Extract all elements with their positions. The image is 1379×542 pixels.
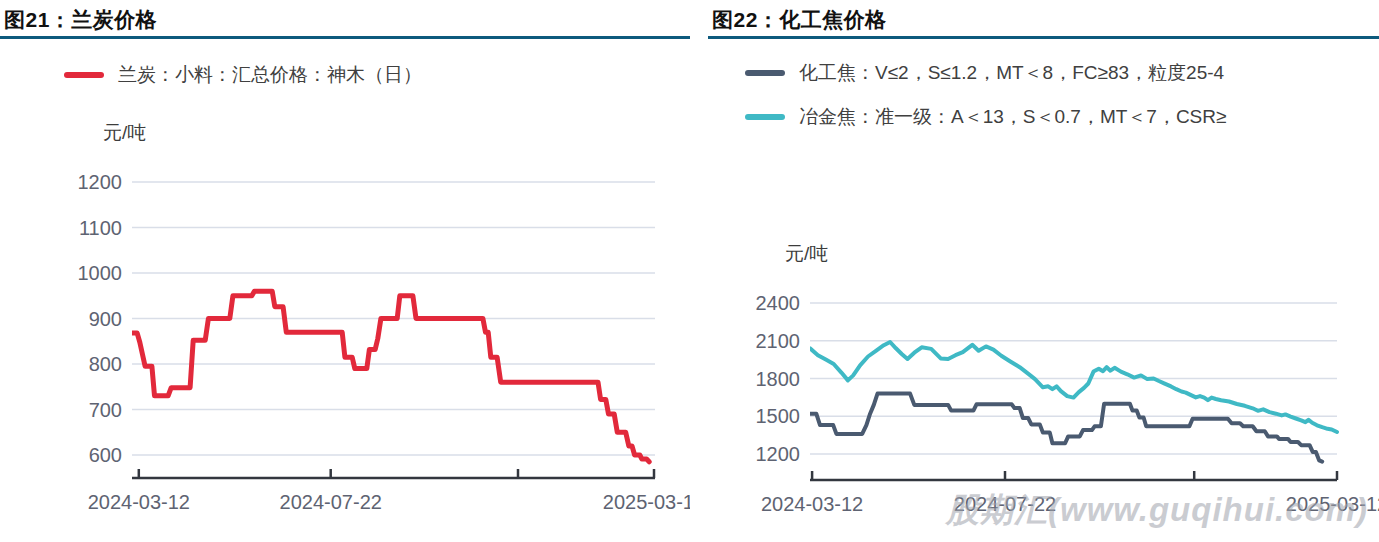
y-axis-unit-label: 元/吨 (103, 120, 146, 146)
y-axis-tick-label: 800 (0, 353, 122, 375)
y-axis-tick-label: 1100 (0, 217, 122, 239)
x-axis-tick-label: 2024-03-12 (761, 492, 863, 516)
x-axis-tick-label: 2025-03-12 (1286, 492, 1379, 516)
x-axis-tick-label: 2024-03-12 (88, 490, 190, 514)
y-axis-tick-label: 1200 (0, 171, 122, 193)
legend-swatch-dark-line (745, 70, 785, 76)
chart-plot-area (132, 170, 672, 490)
x-axis-tick-label: 2025-03-12 (603, 490, 690, 514)
y-axis-tick-label: 2400 (708, 292, 800, 314)
title-underline (708, 36, 1379, 39)
legend-label-met-coke: 冶金焦：准一级：A＜13，S＜0.7，MT＜7，CSR≥ (799, 104, 1226, 130)
figure-21-panel: 图21：兰炭价格 兰炭：小料：汇总价格：神木（日） 元/吨 1200 1100 10… (0, 0, 690, 542)
y-axis-unit-label: 元/吨 (785, 241, 828, 267)
figure-21-title: 图21：兰炭价格 (4, 6, 157, 34)
figure-22-panel: 图22：化工焦价格 化工焦：V≤2，S≤1.2，MT＜8，FC≥83，粒度25-… (708, 0, 1379, 542)
legend-row: 兰炭：小料：汇总价格：神木（日） (64, 62, 422, 88)
y-axis-tick-label: 1800 (708, 368, 800, 390)
report-figure-strip: { "theme": { "divider_color": "#0D5A7D",… (0, 0, 1379, 542)
y-axis-tick-label: 600 (0, 444, 122, 466)
title-underline (0, 36, 690, 39)
y-axis-tick-label: 2100 (708, 330, 800, 352)
y-axis-tick-label: 900 (0, 308, 122, 330)
chart-plot-area (810, 295, 1350, 495)
figure-22-title: 图22：化工焦价格 (712, 6, 887, 34)
x-axis-tick-label: 2024-07-22 (954, 492, 1056, 516)
y-axis-tick-label: 700 (0, 399, 122, 421)
y-axis-tick-label: 1200 (708, 443, 800, 465)
y-axis-tick-label: 1000 (0, 262, 122, 284)
y-axis-tick-label: 1500 (708, 405, 800, 427)
legend-label-chemical-coke: 化工焦：V≤2，S≤1.2，MT＜8，FC≥83，粒度25-4 (799, 60, 1224, 86)
legend-label-semicoke: 兰炭：小料：汇总价格：神木（日） (118, 62, 422, 88)
x-axis-tick-label: 2024-07-22 (280, 490, 382, 514)
legend-row: 化工焦：V≤2，S≤1.2，MT＜8，FC≥83，粒度25-4 (745, 60, 1224, 86)
legend-row: 冶金焦：准一级：A＜13，S＜0.7，MT＜7，CSR≥ (745, 104, 1226, 130)
legend-swatch-red-line (64, 72, 104, 78)
legend-swatch-cyan-line (745, 114, 785, 120)
